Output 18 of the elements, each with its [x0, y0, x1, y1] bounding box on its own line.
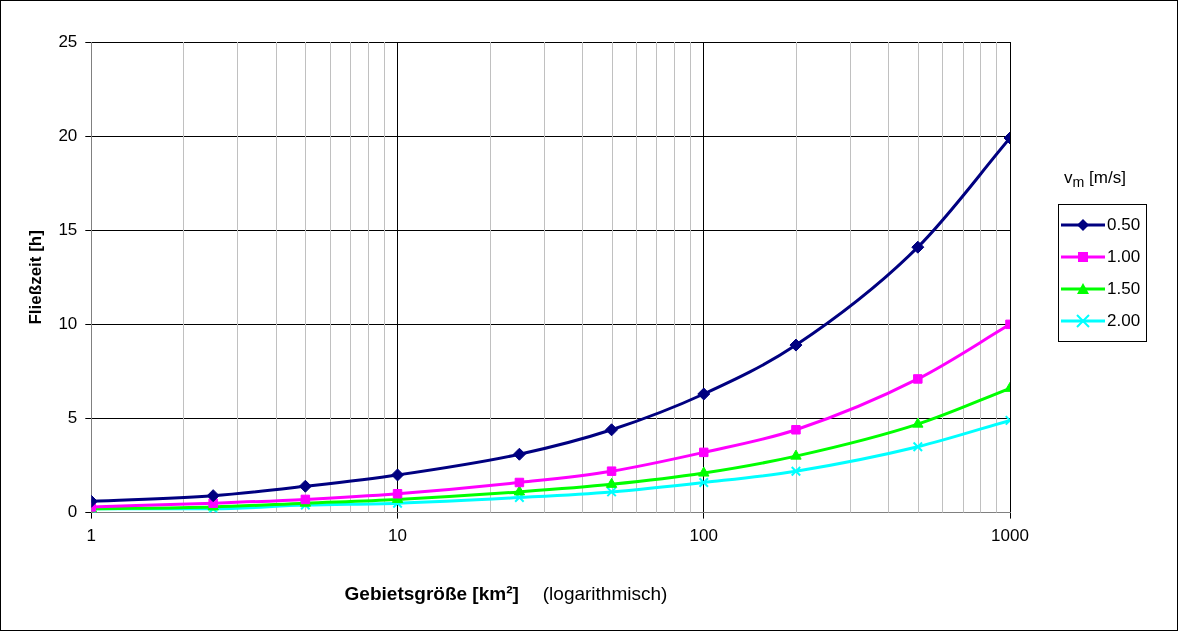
legend-title: v$_{m}$ [m/s]	[1064, 168, 1127, 191]
legend-label: 0.50	[1107, 215, 1141, 236]
y-tick-label: 20	[58, 125, 78, 145]
y-tick-label: 15	[58, 219, 78, 239]
legend-label: 1.00	[1107, 247, 1141, 268]
text: (logarithmisch)	[542, 583, 668, 604]
y-tick-label: 10	[58, 314, 78, 334]
y-tick-label: 25	[58, 31, 78, 51]
y-tick-label: 0	[67, 502, 78, 522]
legend-label: 2.00	[1107, 311, 1141, 332]
y-tick-label: 5	[67, 408, 78, 428]
x-tick-label: 100	[689, 526, 718, 546]
x-tick-label: 1000	[991, 526, 1029, 546]
legend-label: 1.50	[1107, 279, 1141, 300]
x-axis-title: Gebietsgröße [km²]	[344, 583, 519, 604]
x-tick-label: 1	[86, 526, 97, 546]
x-tick-label: 10	[388, 526, 407, 546]
y-axis-title: Fließzeit [h]	[25, 230, 45, 325]
